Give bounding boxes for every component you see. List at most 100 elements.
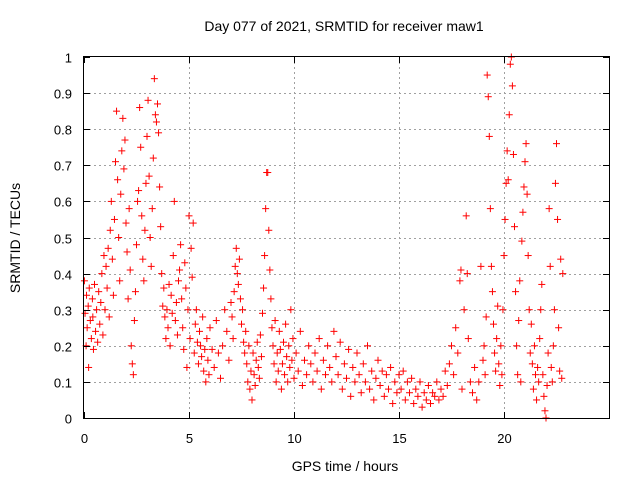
data-point [495, 360, 503, 368]
data-point [128, 360, 136, 368]
data-point [534, 363, 542, 371]
data-point [278, 360, 286, 368]
data-point [193, 338, 201, 346]
data-point [548, 378, 556, 386]
data-point [287, 306, 295, 314]
data-point [134, 197, 142, 205]
data-point [522, 140, 530, 148]
data-point [164, 324, 172, 332]
data-point [158, 270, 166, 278]
data-point [492, 367, 500, 375]
data-point [221, 306, 229, 314]
data-point [551, 179, 559, 187]
data-point [281, 371, 289, 379]
data-point [487, 262, 495, 270]
data-point [139, 255, 147, 263]
data-point [105, 313, 113, 321]
data-point [262, 205, 270, 213]
data-point [260, 284, 268, 292]
data-point [420, 389, 428, 397]
data-point [397, 385, 405, 393]
data-point [282, 320, 290, 328]
data-point [533, 396, 541, 404]
data-point [135, 187, 143, 195]
data-point [464, 335, 472, 343]
y-tick-label: 0.5 [54, 232, 72, 247]
data-point [406, 389, 413, 397]
data-point [509, 150, 517, 158]
data-point [493, 335, 501, 343]
data-point [242, 327, 250, 335]
y-axis-label: SRMTID / TECUs [7, 183, 23, 293]
data-point [223, 327, 231, 335]
data-point [95, 288, 103, 296]
data-point [259, 309, 266, 317]
data-point [140, 277, 148, 285]
data-point [118, 147, 126, 155]
data-point [437, 385, 445, 393]
data-point [179, 324, 187, 332]
data-point [301, 356, 308, 364]
data-point [196, 327, 203, 335]
data-point [102, 262, 110, 270]
data-point [256, 331, 264, 339]
data-point [250, 371, 258, 379]
data-point [178, 295, 186, 303]
data-point [154, 100, 161, 108]
data-point [328, 378, 336, 386]
grid-lines [84, 57, 609, 418]
data-point [257, 353, 265, 361]
data-point [374, 356, 382, 364]
data-point [345, 345, 353, 353]
data-point [485, 132, 493, 140]
axis-ticks [84, 57, 609, 419]
data-point [283, 353, 291, 361]
data-point [518, 237, 526, 245]
data-point [298, 382, 306, 390]
data-point [217, 374, 224, 382]
data-point [163, 306, 171, 314]
data-point [170, 197, 178, 205]
data-point [166, 342, 174, 350]
data-point [357, 389, 365, 397]
data-point [249, 349, 257, 357]
data-point [269, 342, 277, 350]
data-point [261, 252, 269, 260]
x-tick-label: 0 [81, 431, 88, 446]
data-point [239, 306, 247, 314]
data-point [86, 317, 94, 325]
data-point [97, 298, 105, 306]
data-point [143, 132, 151, 140]
data-point [511, 223, 518, 231]
data-point [535, 378, 543, 386]
data-point [244, 378, 252, 386]
data-point [372, 374, 380, 382]
data-point [122, 219, 130, 227]
data-point [136, 104, 144, 112]
data-point [253, 338, 261, 346]
data-point [410, 400, 418, 408]
data-point [101, 306, 109, 314]
data-point [191, 320, 199, 328]
data-point [355, 371, 363, 379]
data-point [199, 313, 207, 321]
data-point [305, 342, 313, 350]
data-point [441, 367, 449, 375]
data-point [504, 176, 512, 184]
data-point [334, 371, 342, 379]
data-point [313, 367, 321, 375]
data-point [439, 392, 447, 400]
data-point [364, 342, 371, 350]
data-point [558, 374, 566, 382]
data-point [424, 382, 432, 390]
data-point [219, 342, 227, 350]
data-point [124, 295, 132, 303]
data-point [266, 266, 274, 274]
data-point [380, 392, 388, 400]
data-point [108, 255, 116, 263]
data-point [120, 165, 128, 173]
data-point [113, 107, 121, 115]
data-point [529, 385, 537, 393]
data-point [530, 342, 538, 350]
